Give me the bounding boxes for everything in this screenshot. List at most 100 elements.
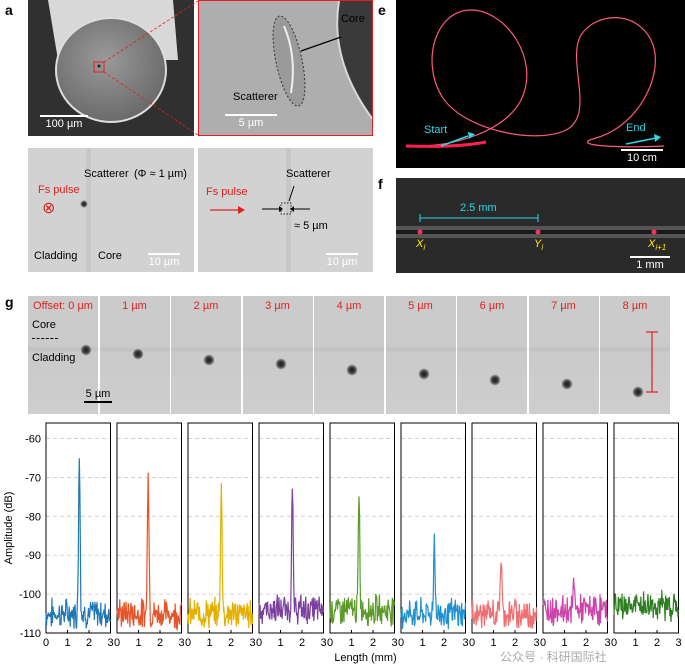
series-line — [258, 488, 325, 625]
x-tick-label: 1 — [632, 637, 638, 649]
offset-tile: 1 µm — [99, 296, 170, 414]
y-tick-label: -80 — [25, 511, 41, 523]
subplot: 0 1 2 3 — [256, 422, 327, 649]
panel-e-end-label: End — [626, 122, 646, 134]
panel-d-image: Scatterer Fs pulse ≈ 5 µm 10 µm — [198, 148, 373, 272]
marker-xi1: Xi+1 — [648, 238, 667, 253]
offset-range-marker — [646, 331, 658, 393]
panel-e-image: Start End 10 cm — [396, 0, 685, 168]
panel-c-core-label: Core — [98, 250, 122, 262]
x-tick-label: 2 — [157, 637, 163, 649]
panel-g-core-label: Core — [32, 319, 56, 331]
scatterer-closeup — [199, 1, 372, 135]
offset-label: 2 µm — [193, 300, 219, 312]
x-tick-label: 1 — [348, 637, 354, 649]
offset-tile: 7 µm — [528, 296, 599, 414]
x-tick-label: 0 — [114, 637, 120, 649]
subplot: 0 1 2 3 — [469, 422, 540, 649]
x-tick-label: 1 — [135, 637, 141, 649]
panel-c-image: Scatterer (Φ ≈ 1 µm) Fs pulse ⊗ Cladding… — [28, 148, 194, 272]
plot-frame — [45, 422, 111, 634]
x-tick-label: 2 — [441, 637, 447, 649]
fs-into-page-icon: ⊗ — [42, 200, 56, 217]
panel-a-image: 100 µm — [28, 0, 194, 136]
y-tick-label: -60 — [25, 434, 41, 446]
panel-c-cladding-label: Cladding — [34, 250, 78, 262]
subplot: 0 1 2 3 — [540, 422, 611, 649]
series-line — [187, 483, 254, 629]
scatterer-dot — [80, 200, 88, 208]
fiber-cross-section — [28, 0, 194, 136]
x-tick-label: 3 — [675, 637, 681, 649]
subplot: 0 1 2 3 — [398, 422, 469, 649]
x-tick-label: 2 — [299, 637, 305, 649]
y-tick-label: -110 — [20, 628, 41, 640]
panel-e-scalebar: 10 cm — [618, 149, 666, 164]
offset-tile: 3 µm — [242, 296, 313, 414]
series-line — [329, 496, 396, 627]
subplot: 0 1 2 3 — [611, 422, 682, 649]
core-boundary-dash — [32, 338, 58, 339]
x-tick-label: 1 — [206, 637, 212, 649]
plot-frame — [542, 422, 608, 634]
panel-f-scalebar: 1 mm — [628, 256, 672, 271]
scatterer-dot — [203, 354, 215, 366]
panel-b-image: Core Scatterer 5 µm — [198, 0, 373, 136]
scatterer-dot — [632, 386, 644, 398]
scatterer-dot — [80, 344, 92, 356]
offset-label: 3 µm — [265, 300, 290, 312]
series-line — [471, 562, 538, 629]
x-tick-label: 2 — [228, 637, 234, 649]
marker-xi: Xi — [416, 238, 426, 253]
x-tick-label: 0 — [540, 637, 546, 649]
series-line — [400, 533, 467, 630]
subplot: 0 1 2 3 — [185, 422, 256, 649]
panel-f-annotations — [417, 214, 657, 235]
x-tick-label: 1 — [277, 637, 283, 649]
marker-yi: Yi — [534, 238, 544, 253]
x-tick-label: 1 — [419, 637, 425, 649]
x-tick-label: 0 — [611, 637, 617, 649]
scatterer-dot — [346, 364, 358, 376]
offset-tile: 4 µm — [314, 296, 384, 414]
scatterer-dot — [489, 374, 501, 386]
panel-e-start-label: Start — [424, 124, 448, 136]
subplot: 0 1 2 3 — [327, 422, 398, 649]
y-tick-label: -90 — [25, 550, 41, 562]
y-tick-label: -70 — [25, 472, 41, 484]
scatterer-dot — [417, 368, 430, 380]
offset-label: 1 µm — [122, 300, 147, 312]
panel-f-distance-label: 2.5 mm — [460, 202, 497, 214]
x-tick-label: 0 — [185, 637, 191, 649]
y-axis-label: Amplitude (dB) — [3, 492, 15, 565]
panel-c-scatterer-label: Scatterer — [84, 168, 129, 180]
offset-tile: 2 µm — [171, 296, 241, 414]
offset-label: 4 µm — [336, 300, 362, 312]
offset-tile: 5 µm — [385, 296, 456, 414]
plot-frame — [187, 422, 253, 634]
offset-tile: Offset: 0 µm — [28, 296, 98, 414]
x-tick-label: 1 — [64, 637, 70, 649]
series-line — [613, 589, 680, 623]
scatterer-dot — [274, 358, 287, 370]
panel-c-fs-label: Fs pulse — [38, 184, 80, 196]
x-tick-label: 0 — [469, 637, 475, 649]
panel-f-label: f — [378, 176, 383, 192]
plot-frame — [258, 422, 324, 634]
plot-frame — [116, 422, 182, 634]
offset-tile: 6 µm — [457, 296, 527, 414]
series-line — [45, 458, 112, 629]
scatterer-dot — [560, 378, 573, 390]
x-tick-label: 3 — [391, 637, 397, 649]
offset-label: 6 µm — [479, 300, 505, 312]
x-tick-label: 3 — [107, 637, 113, 649]
panel-a-scalebar: 100 µm — [34, 115, 94, 130]
panel-d-scatterer-label: Scatterer — [286, 168, 331, 180]
x-tick-label: 3 — [178, 637, 184, 649]
panel-c-scalebar: 10 µm — [144, 253, 184, 268]
x-tick-label: 3 — [462, 637, 468, 649]
offset-label: 7 µm — [551, 300, 576, 312]
subplot: 0 1 2 3 — [114, 422, 185, 649]
x-tick-label: 0 — [43, 637, 49, 649]
